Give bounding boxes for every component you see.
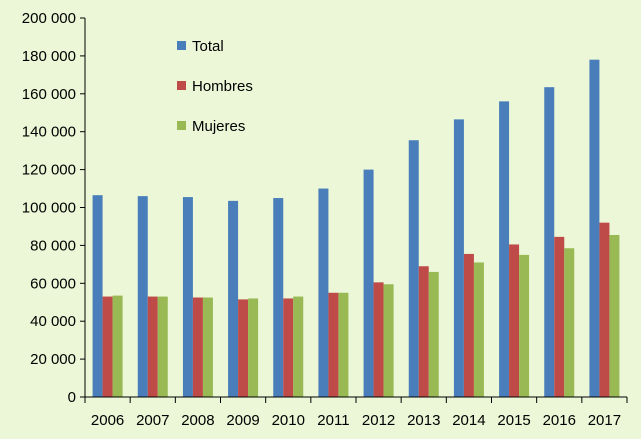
legend: Total Hombres Mujeres (177, 38, 253, 135)
y-tick-label: 60 000 (30, 275, 76, 292)
y-axis-ticks: 0 20 000 40 000 60 000 80 000 100 000 120 000 1… (22, 10, 85, 406)
bar-total-2006 (92, 195, 103, 397)
bar-total-2014 (453, 119, 464, 397)
y-tick-label: 20 000 (30, 351, 76, 368)
legend-swatch-mujeres (177, 121, 186, 130)
bar-hombres-2014 (463, 253, 474, 397)
bar-mujeres-2006 (112, 295, 123, 397)
legend-label-mujeres: Mujeres (192, 118, 245, 135)
bar-hombres-2011 (328, 292, 339, 397)
bar-total-2012 (363, 169, 374, 397)
bar-hombres-2013 (418, 266, 429, 397)
bar-hombres-2006 (102, 296, 113, 397)
bar-mujeres-2016 (564, 248, 575, 397)
y-tick-label: 120 000 (22, 162, 76, 179)
bar-mujeres-2010 (293, 296, 304, 397)
bar-total-2015 (499, 101, 510, 397)
bar-hombres-2016 (554, 236, 565, 397)
bar-total-2007 (137, 196, 148, 397)
y-tick-label: 0 (68, 389, 76, 406)
bar-hombres-2010 (283, 298, 294, 397)
bar-mujeres-2015 (519, 254, 530, 398)
x-tick-label: 2006 (91, 412, 124, 429)
legend-swatch-total (177, 41, 186, 50)
legend-label-hombres: Hombres (192, 78, 253, 95)
y-tick-label: 80 000 (30, 237, 76, 254)
bar-total-2017 (589, 59, 600, 397)
x-tick-label: 2013 (407, 412, 440, 429)
bar-mujeres-2011 (338, 292, 349, 397)
bar-hombres-2009 (238, 299, 249, 397)
x-tick-label: 2008 (181, 412, 214, 429)
bar-hombres-2012 (373, 282, 384, 397)
bar-mujeres-2014 (473, 262, 484, 397)
bar-hombres-2008 (192, 297, 203, 397)
x-axis-ticks: 2006 2007 2008 2009 2010 2011 2012 2013 2014 2015… (84, 397, 628, 429)
bar-mujeres-2013 (428, 271, 439, 397)
bars-layer (92, 59, 620, 398)
bar-mujeres-2017 (609, 234, 620, 397)
y-tick-label: 200 000 (22, 10, 76, 27)
bar-total-2009 (228, 200, 239, 397)
bar-total-2011 (318, 188, 329, 397)
bar-total-2010 (273, 198, 284, 397)
bar-hombres-2015 (509, 244, 520, 397)
x-tick-label: 2007 (136, 412, 169, 429)
x-tick-label: 2011 (317, 412, 349, 429)
x-tick-label: 2017 (588, 412, 621, 429)
y-tick-label: 100 000 (22, 200, 76, 217)
bar-total-2016 (544, 87, 555, 398)
y-tick-label: 180 000 (22, 48, 76, 65)
x-tick-label: 2009 (226, 412, 259, 429)
x-tick-label: 2014 (452, 412, 485, 429)
x-tick-label: 2016 (543, 412, 576, 429)
bar-total-2008 (182, 197, 193, 397)
bar-hombres-2017 (599, 222, 610, 397)
y-tick-label: 160 000 (22, 86, 76, 103)
y-tick-label: 140 000 (22, 124, 76, 141)
bar-mujeres-2012 (383, 284, 394, 397)
bar-total-2013 (408, 140, 419, 398)
x-tick-label: 2015 (497, 412, 530, 429)
x-tick-label: 2010 (272, 412, 305, 429)
bar-mujeres-2009 (248, 298, 259, 397)
x-tick-label: 2012 (362, 412, 395, 429)
bar-mujeres-2008 (202, 297, 213, 397)
bar-mujeres-2007 (157, 296, 168, 397)
legend-label-total: Total (192, 38, 224, 55)
y-tick-label: 40 000 (30, 313, 76, 330)
legend-swatch-hombres (177, 81, 186, 90)
bar-hombres-2007 (147, 296, 158, 397)
